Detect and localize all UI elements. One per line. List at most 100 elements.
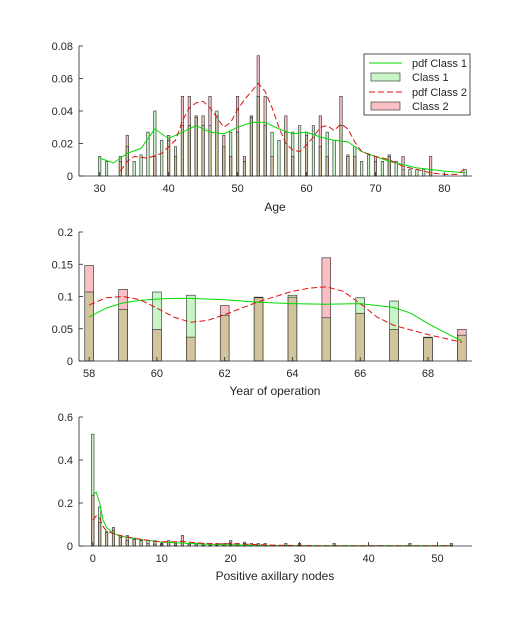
year-ytick-label: 0 <box>67 356 73 368</box>
age-pdf-class1-line <box>99 121 466 174</box>
legend-pdf1-label: pdf Class 1 <box>412 58 467 70</box>
age-bar-class1 <box>160 139 164 177</box>
age-bar-overlap <box>249 117 253 177</box>
nodes-bar-overlap <box>132 539 136 547</box>
nodes-xtick-label: 50 <box>431 553 443 565</box>
age-panel: 0 0.02 0.04 0.06 0.08 30 40 50 60 70 80 Age <box>52 41 472 214</box>
nodes-bar-overlap <box>118 537 122 547</box>
year-xtick-label: 66 <box>354 368 366 380</box>
year-bar-overlap <box>84 291 94 362</box>
year-panel: 0 0.05 0.1 0.15 0.2 58 60 62 64 66 68 Year of oper… <box>52 227 472 398</box>
year-xtick-label: 60 <box>151 368 163 380</box>
legend-class1-label: Class 1 <box>412 72 449 84</box>
nodes-xtick-label: 0 <box>90 553 96 565</box>
nodes-xtick-label: 20 <box>225 553 237 565</box>
year-ytick-label: 0.05 <box>52 324 73 336</box>
age-xtick-label: 60 <box>300 183 312 195</box>
nodes-bar-overlap <box>105 532 109 547</box>
year-bar-overlap <box>152 329 162 362</box>
year-bar-overlap <box>186 336 196 362</box>
age-bar-class1 <box>367 154 371 177</box>
age-bar-overlap <box>346 156 350 177</box>
age-ytick-label: 0.04 <box>52 106 73 118</box>
age-bar-class1 <box>132 161 136 177</box>
age-bar-overlap <box>401 169 405 177</box>
age-bar-overlap <box>387 156 391 177</box>
age-bar-overlap <box>325 156 329 177</box>
nodes-axes: 0 0.2 0.4 0.6 0 10 20 30 40 50 <box>58 412 472 565</box>
year-bar-overlap <box>287 296 298 362</box>
age-bar-overlap <box>256 96 260 177</box>
age-xtick-label: 80 <box>438 183 450 195</box>
year-ytick-label: 0.15 <box>52 259 73 271</box>
age-bar-overlap <box>208 125 212 177</box>
age-axes: 0 0.02 0.04 0.06 0.08 30 40 50 60 70 80 <box>52 41 472 195</box>
year-pdf-class2-line <box>89 286 462 343</box>
nodes-ytick-label: 0.2 <box>58 498 73 510</box>
age-bar-class1 <box>311 125 315 177</box>
age-bar-class1 <box>360 161 364 177</box>
age-bar-class1 <box>277 139 281 177</box>
year-xtick-label: 62 <box>219 368 231 380</box>
age-bar-class1 <box>408 169 412 177</box>
age-ytick-label: 0.02 <box>52 139 73 151</box>
year-ytick-label: 0.1 <box>58 292 73 304</box>
age-bar-overlap <box>153 156 157 177</box>
year-pdf-curves <box>88 286 463 343</box>
legend: pdf Class 1 Class 1 pdf Class 2 Class 2 <box>363 53 471 116</box>
age-bar-overlap <box>270 156 274 177</box>
age-bar-overlap <box>242 161 246 177</box>
year-xtick-label: 68 <box>422 368 434 380</box>
year-bar-overlap <box>321 317 332 362</box>
age-pdf-class2-line <box>119 82 466 175</box>
age-bars <box>98 55 467 177</box>
year-xlabel: Year of operation <box>230 384 321 398</box>
nodes-xtick-label: 40 <box>362 553 374 565</box>
age-ytick-label: 0.08 <box>52 41 73 53</box>
year-bar-overlap <box>355 312 365 362</box>
legend-class1-swatch <box>370 72 401 82</box>
legend-pdf2-label: pdf Class 2 <box>412 87 467 99</box>
year-axes: 0 0.05 0.1 0.15 0.2 58 60 62 64 66 68 <box>52 227 472 380</box>
age-bar-overlap <box>236 131 240 177</box>
age-xtick-label: 70 <box>369 183 381 195</box>
nodes-bar-overlap <box>98 521 102 547</box>
age-bar-overlap <box>318 146 322 177</box>
nodes-pdf-class1-line <box>92 491 452 547</box>
age-bar-overlap <box>353 156 357 177</box>
age-bar-overlap <box>305 135 309 177</box>
age-ytick-label: 0 <box>67 171 73 183</box>
nodes-pdf-curves <box>92 491 452 547</box>
nodes-ytick-label: 0 <box>67 541 73 553</box>
year-bar-overlap <box>253 297 264 362</box>
age-bar-overlap <box>222 146 226 177</box>
legend-class2-swatch <box>370 101 401 111</box>
age-bar-overlap <box>229 156 233 177</box>
age-bar-overlap <box>291 156 295 177</box>
year-bar-overlap <box>389 329 399 362</box>
age-bar-overlap <box>187 125 191 177</box>
year-xtick-label: 64 <box>286 368 298 380</box>
age-bar-class1 <box>422 169 426 177</box>
nodes-bar-overlap <box>91 495 95 547</box>
nodes-bar-overlap <box>139 540 143 547</box>
nodes-xtick-label: 30 <box>294 553 306 565</box>
age-xtick-label: 30 <box>94 183 106 195</box>
year-bar-overlap <box>118 309 128 362</box>
age-bar-overlap <box>118 161 122 177</box>
age-xtick-label: 50 <box>231 183 243 195</box>
age-pdf-curves <box>99 82 466 175</box>
age-bar-class1 <box>332 139 336 177</box>
age-bar-class1 <box>139 154 143 177</box>
age-bar-overlap <box>174 156 178 177</box>
age-xlabel: Age <box>264 200 286 214</box>
year-bar-overlap <box>219 314 230 362</box>
year-pdf-class1-line <box>88 297 463 342</box>
age-bar-overlap <box>201 125 205 177</box>
nodes-bars <box>91 433 453 547</box>
age-bar-class1 <box>380 161 384 177</box>
nodes-xlabel: Positive axillary nodes <box>216 569 335 583</box>
legend-class2-label: Class 2 <box>412 101 449 113</box>
nodes-xtick-label: 10 <box>156 553 168 565</box>
